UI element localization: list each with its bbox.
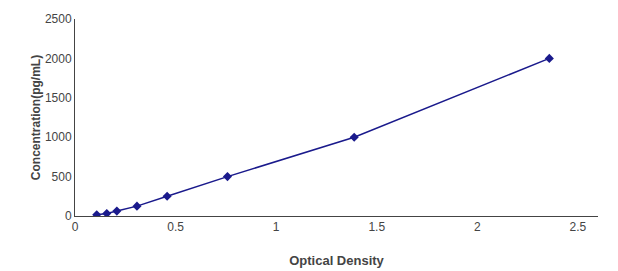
svg-text:2000: 2000 [45,52,72,66]
svg-text:1: 1 [273,220,280,234]
svg-text:1.5: 1.5 [368,220,385,234]
svg-text:Concentration(pg/mL): Concentration(pg/mL) [29,55,43,180]
svg-text:2500: 2500 [45,12,72,26]
svg-text:Optical Density: Optical Density [289,253,384,268]
svg-text:2.5: 2.5 [570,220,587,234]
svg-text:0: 0 [65,209,72,223]
svg-text:2: 2 [474,220,481,234]
svg-text:0: 0 [72,220,79,234]
svg-text:500: 500 [52,170,72,184]
svg-text:0.5: 0.5 [167,220,184,234]
svg-text:1500: 1500 [45,91,72,105]
svg-text:1000: 1000 [45,130,72,144]
